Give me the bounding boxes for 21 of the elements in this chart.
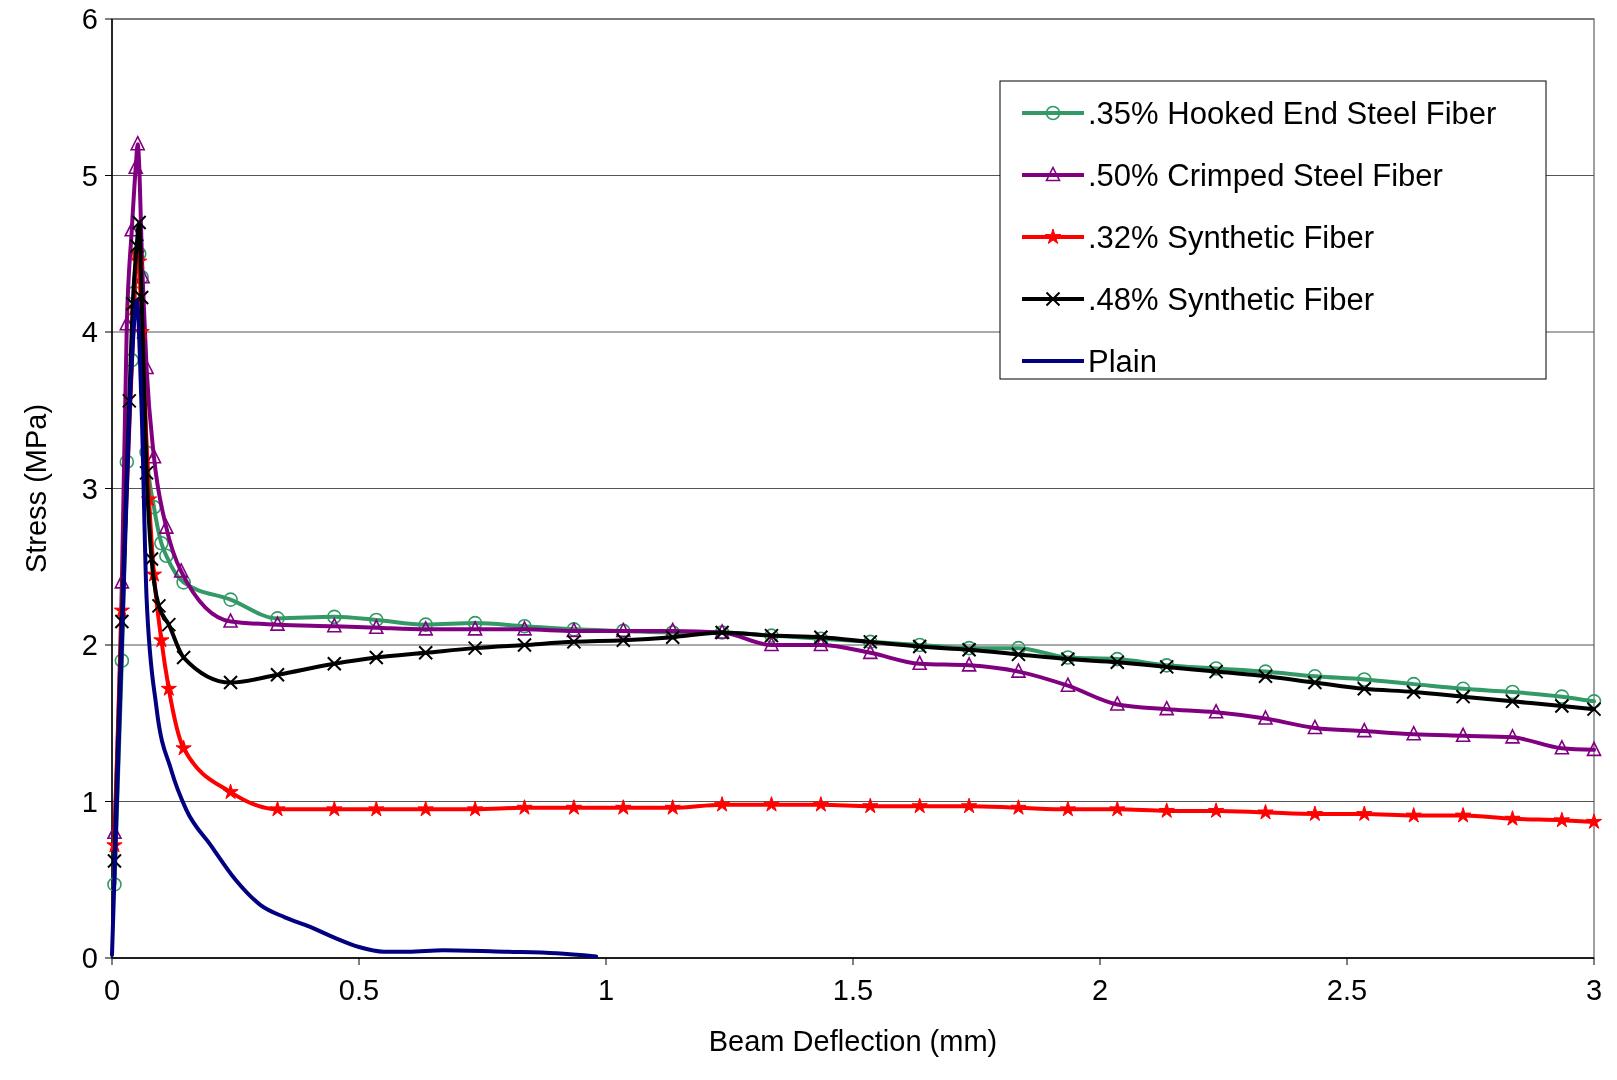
x-tick-label: 0.5 bbox=[338, 974, 380, 1006]
y-tick-label: 6 bbox=[81, 3, 98, 36]
legend-label: .50% Crimped Steel Fiber bbox=[1088, 157, 1443, 193]
x-tick-label: 2.5 bbox=[1326, 974, 1368, 1006]
x-tick-label: 1 bbox=[597, 974, 615, 1006]
x-tick-label: 0 bbox=[103, 974, 121, 1006]
y-tick-label: 0 bbox=[81, 942, 98, 975]
x-axis-title: Beam Deflection (mm) bbox=[708, 1025, 998, 1057]
legend-label: .32% Synthetic Fiber bbox=[1088, 219, 1375, 255]
y-tick-label: 4 bbox=[81, 316, 98, 349]
y-axis-title: Stress (MPa) bbox=[20, 403, 52, 574]
y-tick-label: 2 bbox=[81, 629, 98, 662]
x-tick-label: 2 bbox=[1091, 974, 1109, 1006]
legend-label: .48% Synthetic Fiber bbox=[1088, 281, 1375, 317]
y-tick-label: 1 bbox=[81, 785, 98, 818]
x-tick-label: 1.5 bbox=[832, 974, 874, 1006]
y-tick-label: 3 bbox=[81, 472, 98, 505]
legend-label: Plain bbox=[1088, 343, 1157, 379]
y-tick-label: 5 bbox=[81, 159, 98, 192]
legend-label: .35% Hooked End Steel Fiber bbox=[1088, 95, 1497, 131]
x-tick-label: 3 bbox=[1585, 974, 1603, 1006]
